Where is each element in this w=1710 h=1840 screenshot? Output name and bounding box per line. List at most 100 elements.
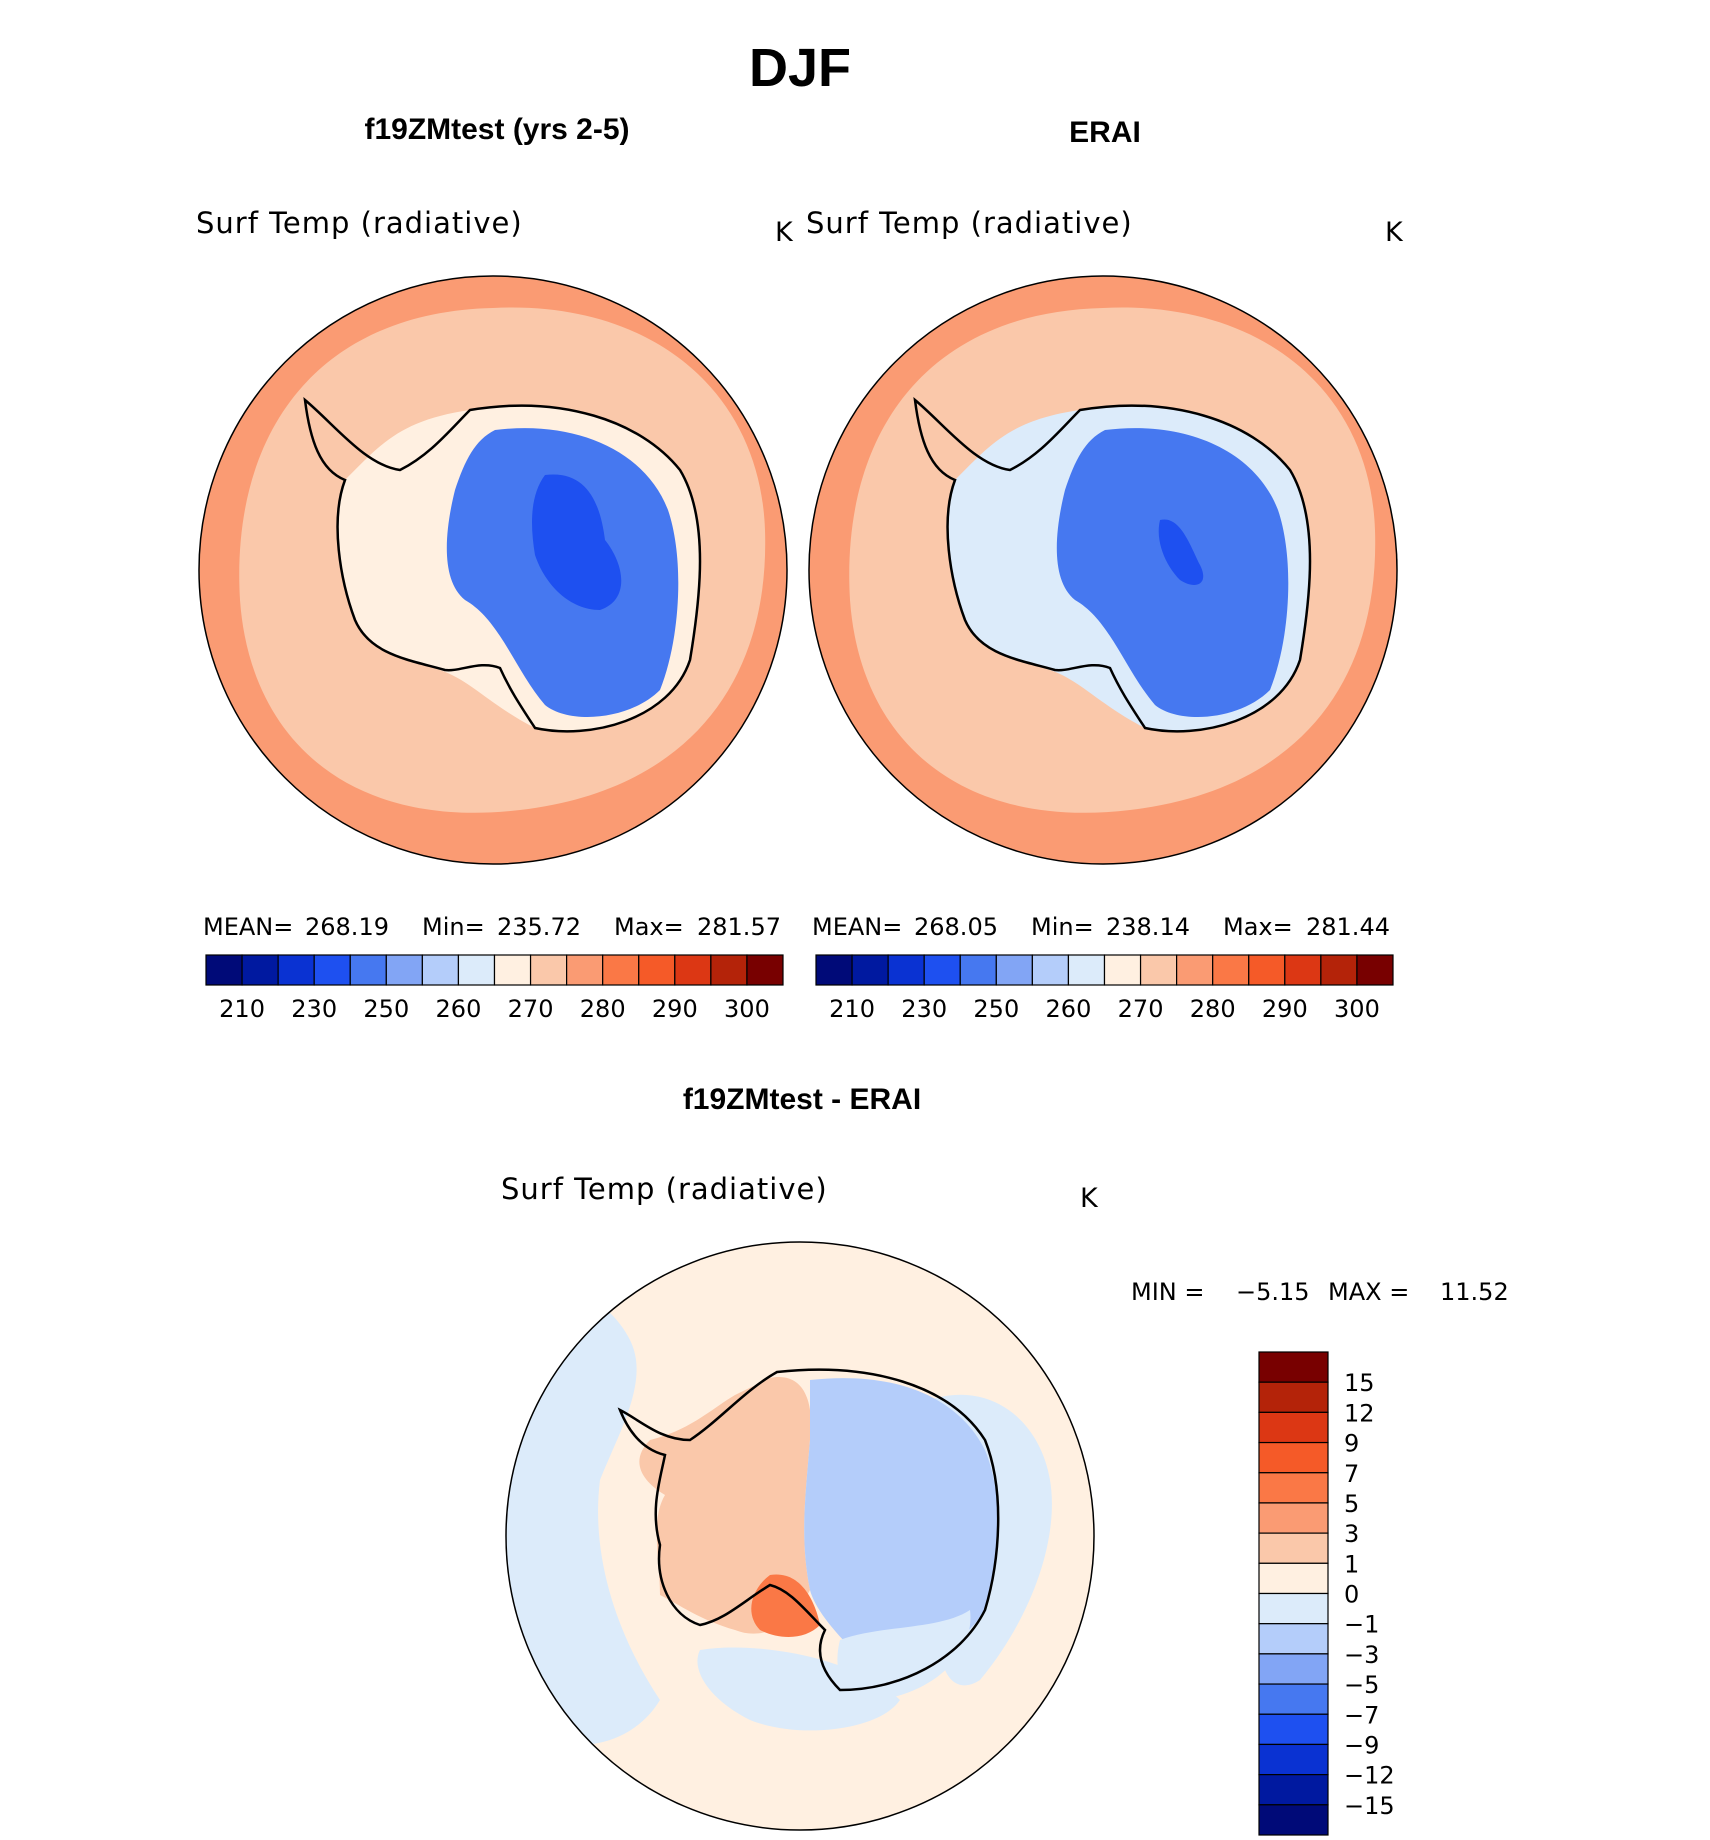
colorbar-swatch	[1258, 1411, 1329, 1444]
colorbar-swatch	[815, 954, 853, 986]
colorbar-tick-label: 250	[363, 995, 409, 1023]
map-diff-border	[505, 1241, 1095, 1831]
colorbar-swatch	[1258, 1653, 1329, 1685]
colorbar-swatch	[1356, 954, 1394, 986]
colorbar-swatch	[1212, 954, 1250, 986]
antarctica-coastline-obs	[913, 397, 1312, 733]
colorbar-swatch	[529, 954, 568, 986]
colorbar-swatch	[1258, 1441, 1329, 1474]
map-obs	[809, 276, 1397, 864]
stats-model: MEAN= 268.19 Min= 235.72 Max= 281.57	[203, 913, 781, 941]
map-diff-west-antarctica	[639, 1377, 811, 1634]
colorbar-swatch	[710, 954, 748, 986]
colorbar-tick-label: −3	[1344, 1641, 1379, 1669]
colorbar-tick-label: 260	[436, 995, 482, 1023]
variable-label-obs: Surf Temp (radiative)	[806, 206, 1133, 240]
units-label-model: K	[775, 217, 794, 248]
colorbar-swatch	[277, 954, 315, 986]
colorbar-tick-label: 260	[1046, 995, 1092, 1023]
units-label-obs: K	[1385, 217, 1404, 248]
map-diff-ocean-patch-south	[697, 1647, 900, 1731]
colorbar-swatch	[674, 954, 712, 986]
colorbar-tick-label: −1	[1344, 1611, 1379, 1639]
colorbar-tick-label: 280	[1190, 995, 1236, 1023]
antarctica-coastline-model	[303, 397, 702, 733]
colorbar-tick-label: 300	[1334, 995, 1380, 1023]
colorbar-swatch	[1031, 954, 1070, 986]
diff-min-label: MIN =	[1131, 1278, 1204, 1306]
colorbar-tick-label: 300	[724, 995, 770, 1023]
colorbar-swatch	[1258, 1381, 1329, 1413]
colorbar-swatch	[1258, 1532, 1329, 1564]
map-diff-ocean-patch-west	[506, 1287, 660, 1745]
colorbar-swatch	[1258, 1743, 1329, 1776]
stats-obs-max: 281.44	[1306, 913, 1390, 941]
colorbar-swatch	[1258, 1351, 1329, 1383]
colorbar-swatch	[1176, 954, 1214, 986]
colorbar-swatch	[959, 954, 997, 986]
colorbar-tick-label: 5	[1344, 1490, 1359, 1518]
colorbar-swatch	[1103, 954, 1142, 986]
colorbar-swatch	[923, 954, 961, 986]
colorbar-swatch	[1067, 954, 1106, 986]
colorbar-tick-label: 7	[1344, 1460, 1359, 1488]
colorbar-tick-label: −7	[1344, 1701, 1379, 1729]
colorbar-swatch	[746, 954, 784, 986]
figure-title: DJF	[749, 38, 851, 98]
colorbar-tick-label: 280	[580, 995, 626, 1023]
colorbar-swatch	[1258, 1472, 1329, 1504]
colorbar-tick-label: 9	[1344, 1430, 1359, 1458]
panel-title-obs: ERAI	[1069, 116, 1141, 149]
map-model-core	[532, 474, 622, 610]
map-diff-east-antarctica	[804, 1378, 999, 1666]
colorbar-tick-label: 270	[508, 995, 554, 1023]
colorbar-tick-label: 290	[1262, 995, 1308, 1023]
colorbar-swatch	[887, 954, 925, 986]
colorbar-tick-label: −12	[1344, 1762, 1395, 1790]
colorbar-swatch	[638, 954, 676, 986]
stats-model-mean-label: MEAN=	[203, 913, 293, 941]
colorbar-tick-label: 250	[973, 995, 1019, 1023]
stats-obs-mean-label: MEAN=	[812, 913, 902, 941]
colorbar-model: 210 230 250 260 270 280 290 300	[205, 954, 784, 1023]
colorbar-tick-label: 12	[1344, 1399, 1375, 1427]
diff-minmax: MIN = −5.15 MAX = 11.52	[1131, 1278, 1509, 1306]
stats-obs-max-label: Max=	[1223, 913, 1293, 941]
variable-label-model: Surf Temp (radiative)	[196, 206, 523, 240]
colorbar-swatch	[1258, 1804, 1329, 1836]
colorbar-tick-label: 290	[652, 995, 698, 1023]
colorbar-swatch	[1258, 1713, 1329, 1746]
stats-obs-mean: 268.05	[914, 913, 998, 941]
colorbar-swatch	[349, 954, 387, 986]
map-obs-interior	[1056, 428, 1289, 717]
colorbar-swatch	[205, 954, 243, 986]
colorbar-tick-label: −9	[1344, 1731, 1379, 1759]
map-diff-east-coast	[837, 1610, 971, 1700]
map-diff	[506, 1242, 1094, 1830]
stats-model-max-label: Max=	[614, 913, 684, 941]
map-obs-border	[808, 275, 1398, 865]
panel-title-diff: f19ZMtest - ERAI	[683, 1083, 921, 1116]
colorbar-swatch	[851, 954, 889, 986]
colorbar-swatch	[1258, 1683, 1329, 1715]
diff-max-label: MAX =	[1328, 1278, 1409, 1306]
colorbar-swatch	[995, 954, 1033, 986]
colorbar-tick-label: 210	[219, 995, 265, 1023]
colorbar-swatch	[385, 954, 423, 986]
stats-obs-min-label: Min=	[1031, 913, 1094, 941]
antarctica-coastline-diff	[617, 1368, 1000, 1692]
colorbar-swatch	[241, 954, 279, 986]
units-label-diff: K	[1080, 1183, 1099, 1214]
colorbar-swatch	[421, 954, 460, 986]
diff-max-value: 11.52	[1440, 1278, 1509, 1306]
colorbar-swatch	[1258, 1562, 1329, 1595]
colorbar-swatch	[1258, 1502, 1329, 1534]
map-diff-west-hotspot	[751, 1574, 820, 1637]
stats-obs: MEAN= 268.05 Min= 238.14 Max= 281.44	[812, 913, 1390, 941]
colorbar-swatch	[457, 954, 496, 986]
colorbar-tick-label: 1	[1344, 1550, 1359, 1578]
colorbar-swatch	[602, 954, 640, 986]
colorbar-swatch	[493, 954, 532, 986]
colorbar-tick-label: −15	[1344, 1792, 1395, 1820]
